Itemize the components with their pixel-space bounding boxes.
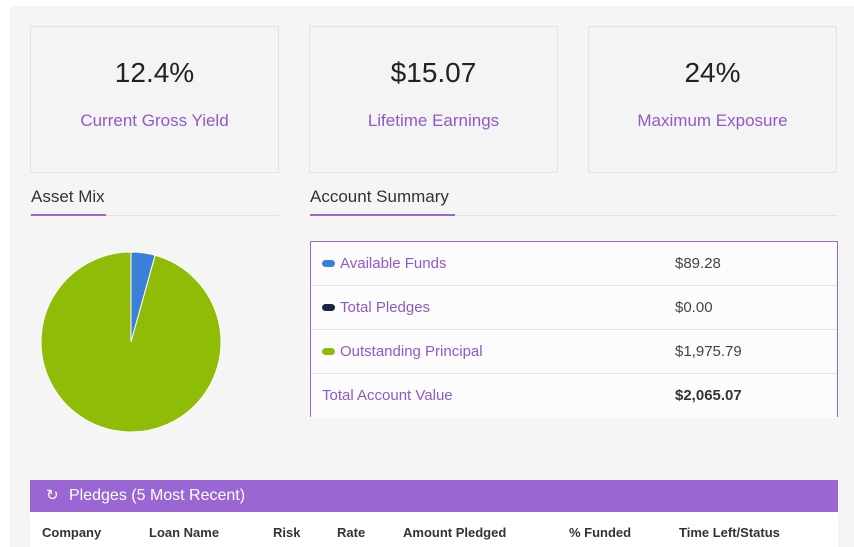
summary-row-total-pledges: Total Pledges $0.00	[311, 286, 837, 330]
account-summary-underline	[310, 214, 455, 216]
summary-total-label: Total Account Value	[322, 387, 453, 404]
asset-mix-pie-chart	[40, 251, 222, 433]
column-header-loan-name[interactable]: Loan Name	[149, 525, 220, 540]
dashboard: 12.4% Current Gross Yield $15.07 Lifetim…	[10, 6, 854, 547]
pledges-header: ↻ Pledges (5 Most Recent)	[30, 480, 838, 512]
stat-label: Maximum Exposure	[637, 111, 788, 130]
stat-value: $15.07	[390, 57, 477, 88]
asset-mix-underline	[31, 214, 106, 216]
refresh-icon[interactable]: ↻	[46, 487, 59, 504]
summary-row-label: Available Funds	[340, 255, 447, 272]
total-pledges-legend-dot	[322, 303, 335, 311]
pledges-table-header: Company Loan Name Risk Rate Amount Pledg…	[30, 512, 838, 547]
column-header-amount-pledged[interactable]: Amount Pledged	[403, 525, 507, 540]
stat-card-gross-yield: 12.4% Current Gross Yield	[30, 26, 279, 173]
column-header-company[interactable]: Company	[42, 525, 102, 540]
summary-row-outstanding-principal: Outstanding Principal $1,975.79	[311, 330, 837, 374]
column-header-time-left-status[interactable]: Time Left/Status	[679, 525, 780, 540]
available-funds-legend-dot	[322, 259, 335, 267]
stat-label: Current Gross Yield	[80, 111, 229, 130]
summary-row-total-account-value: Total Account Value $2,065.07	[311, 374, 837, 418]
stat-card-lifetime-earnings: $15.07 Lifetime Earnings	[309, 26, 558, 173]
column-header-percent-funded[interactable]: % Funded	[569, 525, 632, 540]
pledges-title: Pledges (5 Most Recent)	[69, 487, 246, 504]
stat-value: 12.4%	[114, 57, 195, 88]
column-header-rate[interactable]: Rate	[337, 525, 366, 540]
summary-row-value: $0.00	[675, 299, 713, 316]
stat-card-maximum-exposure: 24% Maximum Exposure	[588, 26, 837, 173]
account-summary-title: Account Summary	[310, 187, 449, 206]
summary-row-label: Outstanding Principal	[340, 343, 483, 360]
column-header-risk[interactable]: Risk	[273, 525, 301, 540]
pie-slice-outstanding-principal	[40, 251, 222, 433]
stat-value: 24%	[684, 57, 741, 88]
summary-row-available-funds: Available Funds $89.28	[311, 242, 837, 286]
stat-label: Lifetime Earnings	[367, 111, 500, 130]
outstanding-principal-legend-dot	[322, 347, 335, 355]
summary-row-value: $89.28	[675, 255, 721, 272]
divider	[310, 215, 838, 216]
divider	[30, 215, 279, 216]
summary-total-value: $2,065.07	[675, 387, 742, 404]
summary-row-value: $1,975.79	[675, 343, 742, 360]
account-summary-table: Available Funds $89.28 Total Pledges $0.…	[310, 241, 838, 418]
asset-mix-title: Asset Mix	[31, 187, 105, 206]
summary-row-label: Total Pledges	[340, 299, 431, 316]
